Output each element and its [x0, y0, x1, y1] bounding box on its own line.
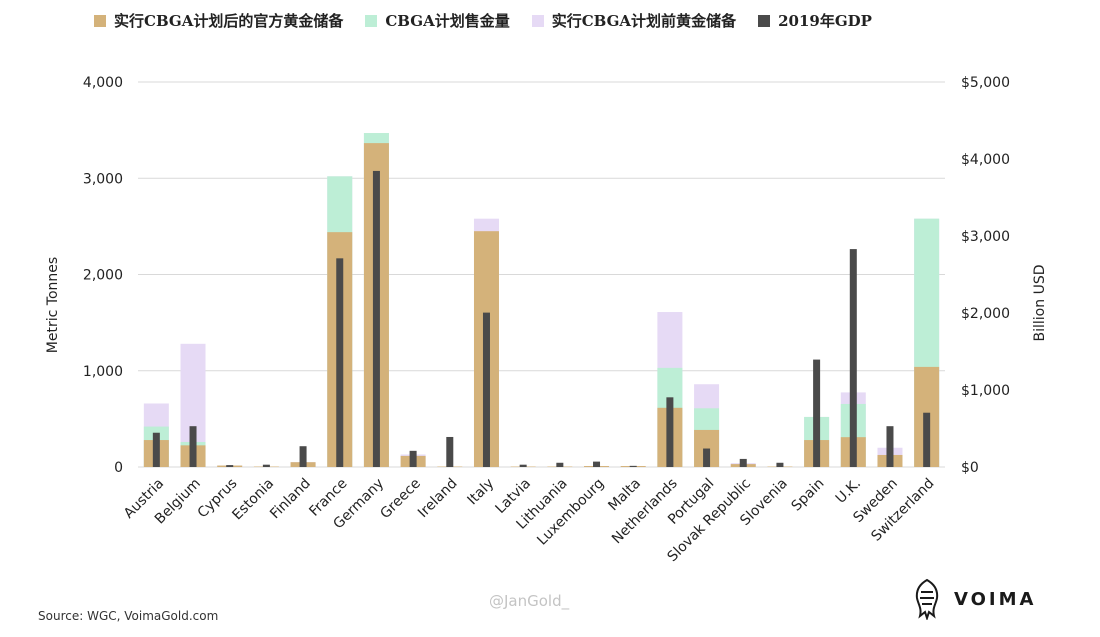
bar-group-sweden [877, 426, 903, 467]
y-right-tick-label: $5,000 [961, 75, 1010, 91]
legend-swatch-after [94, 14, 106, 27]
bar-gdp [262, 464, 270, 467]
legend-item-before: 实行CBGA计划前黄金储备 [531, 10, 737, 31]
legend-label-after: 实行CBGA计划后的官方黄金储备 [114, 12, 344, 30]
y-left-tick-label: 2,000 [83, 268, 123, 284]
legend-label-gdp: 2019年GDP [778, 12, 872, 30]
y-axis-right: $0 $1,000 $2,000 $3,000 $4,000 $5,000 [961, 75, 1010, 476]
bar-gdp [152, 432, 160, 467]
bar-group-austria [143, 403, 169, 467]
logo-text: VOIMA [954, 588, 1037, 610]
y-right-tick-label: $2,000 [961, 306, 1010, 322]
bar-group-slovenia [767, 462, 793, 467]
bar-group-u-k- [840, 249, 866, 467]
bar-group-finland [290, 446, 316, 467]
x-tick-label: Finland [267, 476, 314, 523]
bar-gdp [336, 258, 344, 467]
legend-label-sold: CBGA计划售金量 [385, 12, 510, 30]
y-axis-left-label: Metric Tonnes [45, 257, 61, 353]
bar-gdp [593, 461, 601, 467]
bar-gdp [776, 462, 784, 467]
bar-gdp [446, 436, 454, 467]
bar-group-switzerland [914, 218, 940, 467]
bar-group-luxembourg [584, 461, 610, 467]
y-left-tick-label: 1,000 [83, 364, 123, 380]
y-left-tick-label: 3,000 [83, 171, 123, 187]
bar-group-cyprus [217, 465, 243, 467]
legend-item-gdp: 2019年GDP [758, 10, 872, 31]
bar-group-portugal [694, 384, 720, 467]
y-right-tick-label: $1,000 [961, 383, 1010, 399]
bar-gdp [629, 465, 637, 467]
legend-item-sold: CBGA计划售金量 [365, 10, 510, 31]
x-tick-label: Estonia [229, 476, 277, 524]
x-tick-label: U.K. [833, 476, 864, 507]
bar-gdp [556, 462, 564, 467]
x-tick-label: Spain [788, 476, 827, 515]
bar-gdp [189, 426, 197, 467]
legend-swatch-gdp [758, 14, 771, 27]
bar-group-ireland [437, 436, 463, 467]
x-axis: AustriaBelgiumCyprusEstoniaFinlandFrance… [121, 476, 938, 566]
bar-gdp [226, 465, 234, 467]
bar-group-latvia [510, 464, 536, 467]
bar-group-italy [473, 218, 499, 467]
legend: 实行CBGA计划后的官方黄金储备 CBGA计划售金量 实行CBGA计划前黄金储备… [94, 10, 894, 31]
y-left-tick-label: 0 [114, 460, 123, 476]
bar-group-belgium [180, 343, 206, 467]
bar-gdp [849, 249, 857, 467]
bar-group-greece [400, 450, 426, 467]
bar-gdp [409, 450, 417, 467]
x-tick-label: Italy [465, 476, 498, 509]
bar-group-germany [363, 133, 389, 467]
y-right-tick-label: $0 [961, 460, 979, 476]
bar-gdp [372, 170, 380, 467]
x-tick-label: Ireland [415, 476, 461, 522]
y-axis-left: 0 1,000 2,000 3,000 4,000 [83, 75, 123, 476]
legend-swatch-sold [365, 14, 378, 27]
bar-gdp [299, 446, 307, 467]
bar-gdp [739, 458, 747, 467]
watermark: @JanGold_ [489, 592, 570, 610]
bar-gdp [923, 412, 931, 467]
bar-gdp [666, 397, 674, 467]
legend-label-before: 实行CBGA计划前黄金储备 [551, 12, 737, 30]
bar-group-lithuania [547, 462, 573, 467]
y-right-tick-label: $3,000 [961, 229, 1010, 245]
bar-group-estonia [253, 464, 279, 467]
legend-item-after: 实行CBGA计划后的官方黄金储备 [94, 10, 343, 31]
bar-group-netherlands [657, 312, 683, 467]
bar-gdp [703, 448, 711, 467]
voima-lion-icon [915, 578, 939, 620]
source-note: Source: WGC, VoimaGold.com [38, 609, 219, 623]
bar-gdp [482, 312, 490, 467]
x-tick-label: Greece [377, 476, 424, 523]
bars [143, 133, 940, 467]
bar-group-spain [804, 359, 830, 467]
bar-group-malta [620, 465, 646, 467]
bar-group-slovak-republic [730, 458, 756, 467]
y-left-tick-label: 4,000 [83, 75, 123, 91]
y-right-tick-label: $4,000 [961, 152, 1010, 168]
gridlines [138, 81, 945, 468]
legend-swatch-before [531, 14, 544, 27]
y-axis-right-label: Billion USD [1032, 265, 1048, 342]
bar-gdp [886, 426, 894, 467]
bar-gdp [519, 464, 527, 467]
voima-logo: VOIMA [910, 578, 1036, 620]
bar-gdp [813, 359, 821, 467]
bar-group-france [327, 176, 353, 467]
